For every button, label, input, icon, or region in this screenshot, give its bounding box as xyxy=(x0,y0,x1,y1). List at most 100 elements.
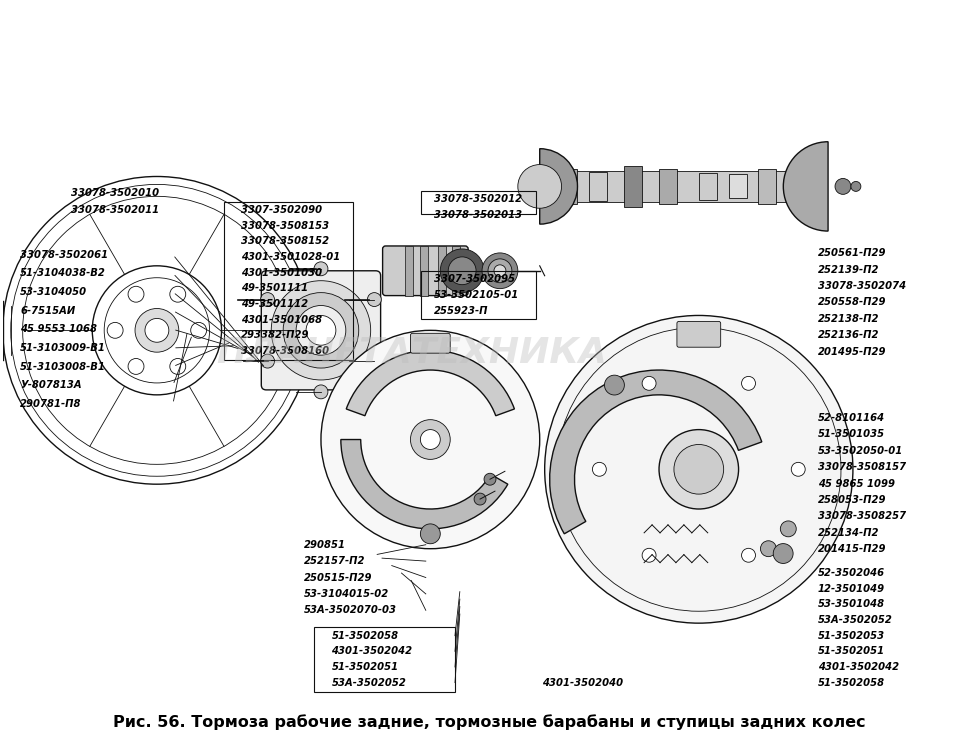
Text: 33078-3502061: 33078-3502061 xyxy=(21,250,108,260)
Text: 250561-П29: 250561-П29 xyxy=(817,249,885,258)
Circle shape xyxy=(482,253,517,288)
Circle shape xyxy=(488,259,511,282)
Text: 290851: 290851 xyxy=(304,540,346,550)
Circle shape xyxy=(517,164,561,208)
Text: 252134-П2: 252134-П2 xyxy=(817,528,878,538)
Circle shape xyxy=(493,265,505,276)
Text: 33078-3508152: 33078-3508152 xyxy=(240,237,329,246)
Text: 4301-3502040: 4301-3502040 xyxy=(542,677,623,688)
Text: 252138-П2: 252138-П2 xyxy=(817,314,878,324)
Text: 33078-3502074: 33078-3502074 xyxy=(817,281,905,291)
Text: 250558-П29: 250558-П29 xyxy=(817,297,885,307)
Circle shape xyxy=(260,293,275,306)
Text: 290781-П8: 290781-П8 xyxy=(21,399,82,409)
Text: 51-3502051: 51-3502051 xyxy=(817,647,884,656)
Text: ПЛАНЕТАТЕХНИКА: ПЛАНЕТАТЕХНИКА xyxy=(216,336,606,370)
Text: 4301-3501028-01: 4301-3501028-01 xyxy=(240,252,340,262)
FancyBboxPatch shape xyxy=(261,271,380,390)
Bar xyxy=(314,627,454,692)
Text: 250515-П29: 250515-П29 xyxy=(304,572,372,583)
Text: 53-3502105-01: 53-3502105-01 xyxy=(433,290,518,300)
Circle shape xyxy=(314,385,327,399)
FancyBboxPatch shape xyxy=(451,246,460,296)
FancyBboxPatch shape xyxy=(438,246,446,296)
Wedge shape xyxy=(539,149,576,224)
Circle shape xyxy=(306,315,335,345)
Text: У-807813А: У-807813А xyxy=(21,380,82,391)
Circle shape xyxy=(484,473,495,485)
Text: 201495-П29: 201495-П29 xyxy=(817,347,885,357)
FancyBboxPatch shape xyxy=(382,246,468,296)
Text: 45 9553 1068: 45 9553 1068 xyxy=(21,324,97,334)
FancyBboxPatch shape xyxy=(405,246,413,296)
FancyBboxPatch shape xyxy=(420,246,428,296)
Text: 12-3501049: 12-3501049 xyxy=(817,584,884,594)
Bar xyxy=(420,271,535,319)
Circle shape xyxy=(135,309,179,352)
Bar xyxy=(699,173,716,201)
Text: 51-3502051: 51-3502051 xyxy=(331,662,399,672)
Circle shape xyxy=(592,463,606,476)
FancyBboxPatch shape xyxy=(676,321,720,347)
Text: 51-3502053: 51-3502053 xyxy=(817,631,884,641)
Circle shape xyxy=(642,548,656,562)
Circle shape xyxy=(780,521,795,537)
Text: 4301-3502042: 4301-3502042 xyxy=(817,662,898,672)
Bar xyxy=(758,168,776,204)
Text: 51-3103009-В1: 51-3103009-В1 xyxy=(21,343,106,353)
Circle shape xyxy=(642,376,656,391)
Circle shape xyxy=(314,262,327,276)
Circle shape xyxy=(773,544,792,563)
Text: 4301-3502042: 4301-3502042 xyxy=(331,647,412,656)
Text: 33078-3508160: 33078-3508160 xyxy=(240,346,329,356)
Text: 4301-3501068: 4301-3501068 xyxy=(240,315,321,324)
Text: 33078-3502013: 33078-3502013 xyxy=(433,210,521,220)
Bar xyxy=(420,191,535,215)
Text: 51-3502058: 51-3502058 xyxy=(817,677,884,688)
Circle shape xyxy=(850,182,860,192)
Text: 53А-3502070-03: 53А-3502070-03 xyxy=(304,605,397,615)
Circle shape xyxy=(296,306,346,355)
Circle shape xyxy=(420,430,440,449)
Text: 258053-П29: 258053-П29 xyxy=(817,495,885,505)
Circle shape xyxy=(320,330,539,549)
Circle shape xyxy=(673,445,723,494)
Text: 293382-П29: 293382-П29 xyxy=(240,330,309,340)
Text: 52-3502046: 52-3502046 xyxy=(817,568,884,578)
Text: 33078-3508157: 33078-3508157 xyxy=(817,462,905,472)
Circle shape xyxy=(760,541,776,556)
Circle shape xyxy=(440,249,484,293)
Text: 4301-3501030: 4301-3501030 xyxy=(240,267,321,278)
Wedge shape xyxy=(346,350,514,416)
Circle shape xyxy=(128,358,144,375)
Circle shape xyxy=(741,548,754,562)
Circle shape xyxy=(447,257,476,285)
Text: 51-3104038-В2: 51-3104038-В2 xyxy=(21,268,106,279)
Text: 53-3104015-02: 53-3104015-02 xyxy=(304,589,389,599)
Circle shape xyxy=(145,318,169,342)
Circle shape xyxy=(658,430,738,509)
Bar xyxy=(623,165,642,207)
Bar xyxy=(559,168,576,204)
Text: 252139-П2: 252139-П2 xyxy=(817,264,878,275)
Circle shape xyxy=(283,293,359,368)
Text: 3307-3502095: 3307-3502095 xyxy=(433,274,514,285)
Text: Рис. 56. Тормоза рабочие задние, тормозные барабаны и ступицы задних колес: Рис. 56. Тормоза рабочие задние, тормозн… xyxy=(112,714,865,730)
Text: 53-3501048: 53-3501048 xyxy=(817,599,884,609)
FancyBboxPatch shape xyxy=(410,333,449,353)
Circle shape xyxy=(107,322,123,338)
Circle shape xyxy=(420,524,440,544)
Text: 252157-П2: 252157-П2 xyxy=(304,556,365,566)
Text: 53А-3502052: 53А-3502052 xyxy=(331,677,405,688)
Text: 252136-П2: 252136-П2 xyxy=(817,330,878,340)
Circle shape xyxy=(367,293,381,306)
Text: 51-3103008-В1: 51-3103008-В1 xyxy=(21,361,106,372)
Wedge shape xyxy=(549,370,761,534)
Text: 53-3502050-01: 53-3502050-01 xyxy=(817,446,902,456)
Text: 255923-П: 255923-П xyxy=(433,306,488,315)
Text: 33078-3502012: 33078-3502012 xyxy=(433,194,521,204)
Text: 33078-3508153: 33078-3508153 xyxy=(240,221,329,231)
Wedge shape xyxy=(341,439,507,529)
Bar xyxy=(589,171,607,201)
Text: 51-3501035: 51-3501035 xyxy=(817,430,884,439)
